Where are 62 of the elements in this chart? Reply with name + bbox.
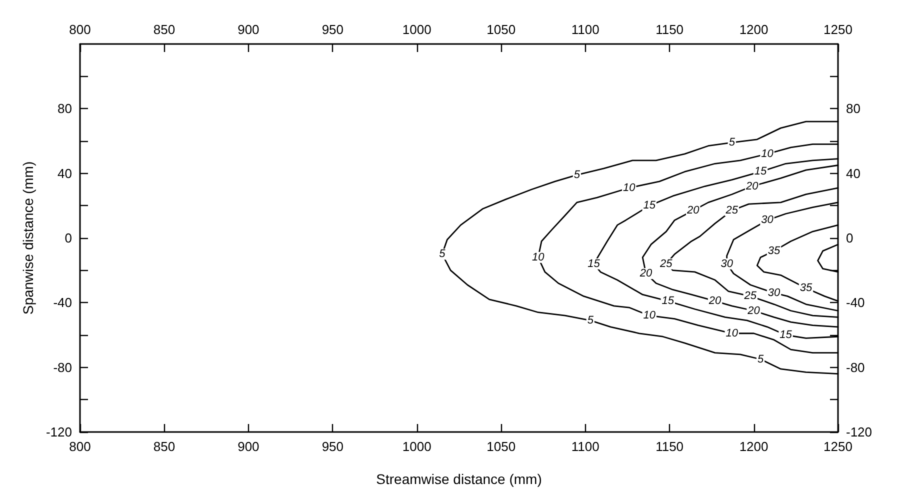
y2-tick-label: 40 — [846, 166, 860, 181]
x2-tick-label: 1100 — [571, 22, 600, 37]
x-tick-label: 900 — [238, 439, 260, 454]
x-tick-label: 1250 — [824, 439, 852, 454]
series-label: 5 — [728, 136, 736, 149]
text: 10 — [643, 310, 656, 322]
y-axis-title: Spanwise distance (mm) — [20, 161, 36, 315]
x-tick-label: 800 — [69, 439, 91, 454]
y-tick-label: -40 — [53, 295, 72, 310]
text: 5 — [757, 353, 764, 366]
y-tick-label: 0 — [64, 230, 72, 246]
x2-tick-label: 900 — [238, 22, 260, 37]
y2-tick-label: -120 — [846, 424, 872, 440]
text: 5 — [439, 248, 446, 260]
y-tick-label: 40 — [58, 166, 72, 181]
text: 10 — [726, 327, 738, 340]
text: 20 — [748, 304, 760, 317]
text: 15 — [662, 295, 674, 308]
series-label: 25 — [724, 204, 739, 217]
x-tick-label: 1150 — [656, 439, 684, 454]
text: 25 — [744, 290, 757, 302]
y-tick-label: 80 — [58, 101, 72, 116]
y-tick-label: -80 — [53, 360, 72, 375]
x-tick-label: 1050 — [486, 439, 516, 454]
x-axis-title: Streamwise distance (mm) — [376, 471, 542, 487]
text: 15 — [643, 200, 656, 212]
text: 10 — [623, 182, 636, 194]
x-tick-label: 950 — [322, 439, 344, 454]
text: 15 — [780, 329, 792, 341]
text: 10 — [532, 251, 544, 264]
text: 35 — [800, 282, 812, 294]
x2-tick-label: 1000 — [402, 22, 432, 37]
text: 30 — [720, 258, 733, 270]
x-tick-label: 1200 — [739, 439, 768, 454]
x-tick-label: 1000 — [402, 439, 432, 454]
text: 20 — [640, 268, 652, 280]
x2-tick-label: 1250 — [824, 22, 852, 37]
x-tick-label: 1100 — [571, 439, 600, 454]
y2-tick-label: -40 — [846, 295, 865, 310]
x2-tick-label: 1050 — [486, 22, 516, 37]
text: 5 — [574, 168, 580, 181]
text: 20 — [687, 204, 700, 217]
x2-tick-label: 850 — [153, 22, 176, 37]
series-label: 15 — [754, 166, 768, 178]
x-tick-label: 850 — [153, 439, 176, 454]
text: 20 — [708, 295, 722, 308]
text: 15 — [588, 258, 600, 270]
series-label: 10 — [761, 148, 774, 160]
x2-tick-label: 1200 — [739, 22, 768, 37]
text: 25 — [660, 258, 672, 270]
y2-tick-label: -80 — [846, 360, 865, 375]
y2-tick-label: 80 — [846, 101, 860, 116]
text: 5 — [587, 314, 594, 326]
text: 30 — [768, 286, 780, 299]
y2-tick-label: 0 — [846, 230, 854, 246]
x2-tick-label: 950 — [322, 22, 344, 37]
x2-tick-label: 800 — [69, 22, 91, 37]
y-tick-label: -120 — [46, 424, 72, 440]
series-label: 30 — [761, 214, 774, 226]
series-label: 20 — [744, 180, 760, 192]
x2-tick-label: 1150 — [656, 22, 684, 37]
series-label: 35 — [768, 244, 781, 257]
